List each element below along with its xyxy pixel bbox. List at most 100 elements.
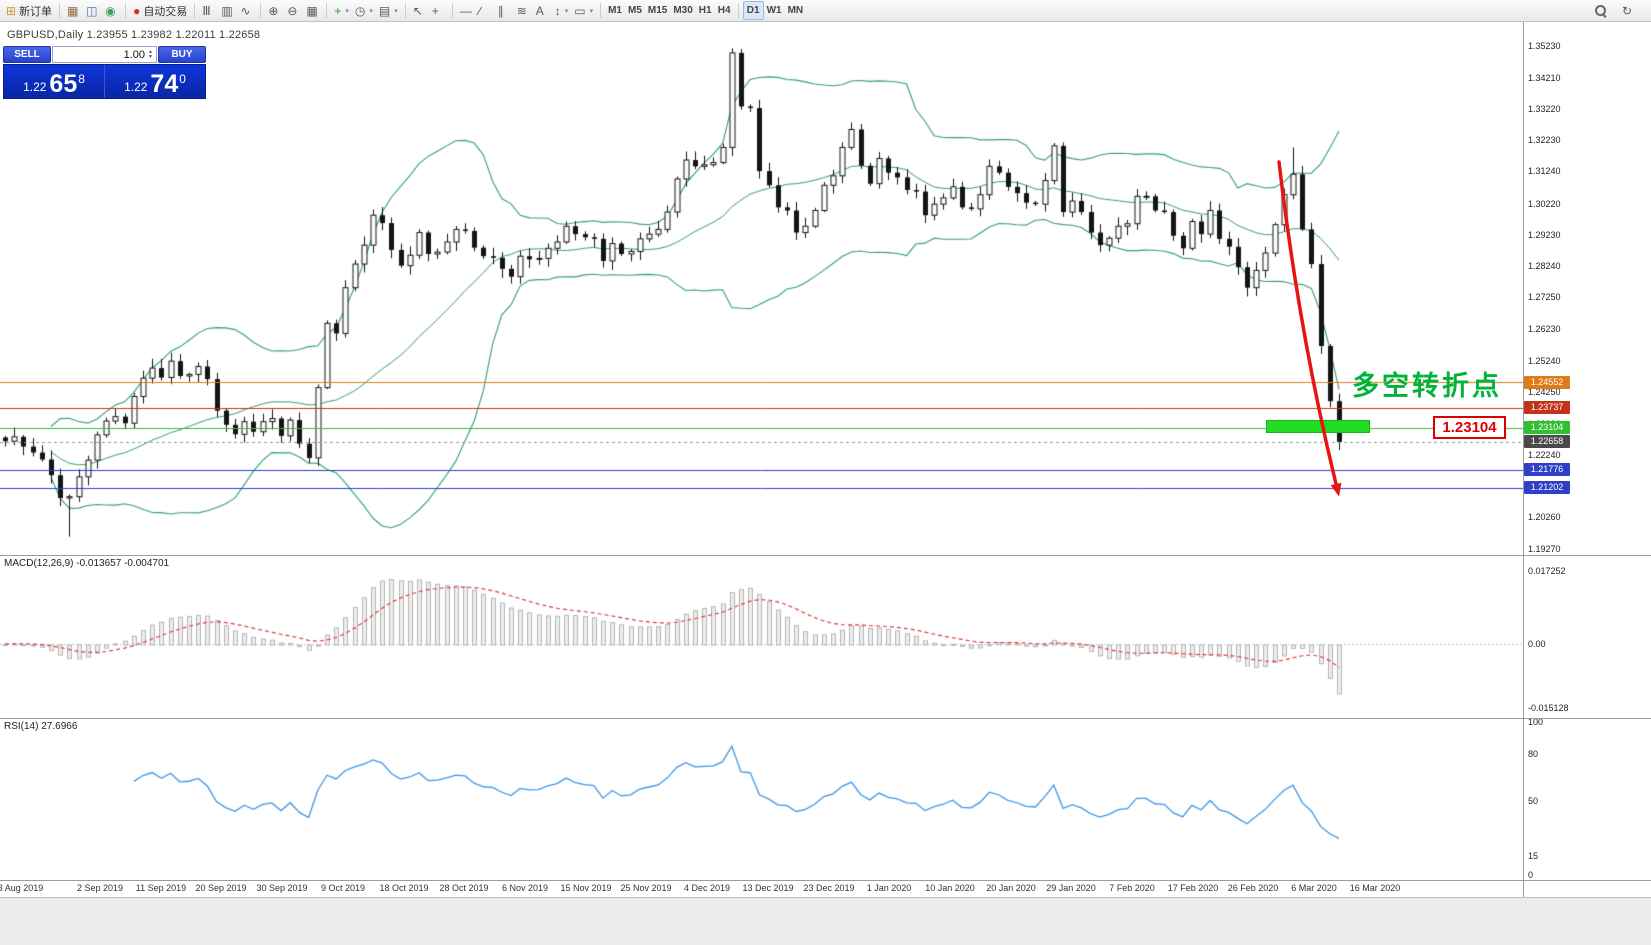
grid-icon: ▦ — [306, 3, 318, 18]
cycles-icon: ◷ — [354, 3, 366, 18]
shapes-button[interactable]: ▭ ▾ — [571, 1, 596, 20]
dropdown-arrow-icon: ▾ — [345, 7, 349, 15]
new-chart-icon: + — [334, 3, 342, 18]
toolbar-separator — [125, 3, 127, 18]
line-chart-icon: ∿ — [240, 3, 251, 18]
crosshair-button[interactable]: + — [429, 1, 448, 20]
buy-button[interactable]: BUY — [158, 46, 206, 63]
date-label: 2 Sep 2019 — [76, 883, 124, 893]
panel-separator[interactable] — [0, 718, 1651, 719]
timeframe-mn-label: MN — [787, 5, 804, 16]
bar-chart-icon: Ⅲ — [202, 3, 211, 18]
price-tag: 1.21776 — [1524, 463, 1570, 477]
date-label: 29 Jan 2020 — [1046, 883, 1096, 893]
timeframe-m15-label: M15 — [647, 5, 668, 16]
price-tick: 1.22240 — [1528, 450, 1561, 461]
crosshair-icon: + — [431, 3, 439, 18]
autotrading-button[interactable]: ● 自动交易 — [130, 1, 190, 20]
sell-button[interactable]: SELL — [3, 46, 51, 63]
timeframe-m5-label: M5 — [627, 5, 642, 16]
lot-increase-icon[interactable]: ▲ — [148, 48, 153, 55]
shapes-icon: ▭ — [574, 3, 586, 18]
toolbar-separator — [260, 3, 262, 18]
refresh-button[interactable]: ↻ — [1619, 1, 1638, 20]
text-button[interactable]: A — [533, 1, 552, 20]
price-tick: 1.31240 — [1528, 166, 1561, 177]
toolbar-separator — [326, 3, 328, 18]
candlestick-chart-icon: ▥ — [221, 3, 233, 18]
macd-label: MACD(12,26,9) -0.013657 -0.004701 — [4, 558, 170, 569]
new-order-button[interactable]: ⊞ 新订单 — [3, 1, 55, 20]
autotrading-label: 自动交易 — [143, 5, 188, 18]
zoom-in-button[interactable]: ⊕ — [265, 1, 284, 20]
price-tag: 1.21202 — [1524, 481, 1570, 495]
one-click-trading-panel: SELL 1.00 ▲ ▼ BUY 1.22 65 8 1.22 74 0 — [3, 46, 206, 99]
price-tag: 1.23737 — [1524, 401, 1570, 415]
lot-decrease-icon[interactable]: ▼ — [148, 53, 153, 60]
fibonacci-button[interactable]: ≋ — [514, 1, 533, 20]
timeframe-m1-label: M1 — [608, 5, 622, 16]
toolbar-right-group: ↻ — [1592, 1, 1648, 20]
price-chart-canvas[interactable] — [0, 22, 1523, 897]
zoom-out-button[interactable]: ⊖ — [284, 1, 303, 20]
timeframe-h1-button[interactable]: H1 — [696, 1, 715, 20]
cursor-button[interactable]: ↖ — [410, 1, 429, 20]
date-label: 23 Aug 2019 — [0, 883, 44, 893]
channel-icon: ∥ — [497, 3, 504, 18]
axis-separator — [1523, 22, 1524, 897]
price-tick: 1.24250 — [1528, 386, 1561, 397]
timeframe-mn-button[interactable]: MN — [785, 1, 807, 20]
price-tag: 1.22658 — [1524, 435, 1570, 449]
trendline-button[interactable]: ∕ — [476, 1, 495, 20]
timeframe-m5-button[interactable]: M5 — [625, 1, 645, 20]
price-tick: 1.27250 — [1528, 292, 1561, 303]
sell-price-big: 65 — [49, 70, 78, 98]
price-tick: 1.26230 — [1528, 324, 1561, 335]
sell-price[interactable]: 1.22 65 8 — [4, 65, 104, 98]
dropdown-arrow-icon: ▾ — [589, 7, 594, 15]
zoom-out-icon: ⊖ — [287, 3, 298, 18]
toolbar-separator — [451, 3, 453, 18]
horizontal-line-icon: — — [459, 3, 472, 18]
candlestick-chart-button[interactable]: ▥ — [218, 1, 237, 20]
arrows-button[interactable]: ↕ ▾ — [552, 1, 572, 20]
timeframe-w1-label: W1 — [766, 5, 782, 16]
lot-size-value: 1.00 — [123, 48, 146, 61]
price-callout-box: 1.23104 — [1433, 416, 1506, 439]
grid-button[interactable]: ▦ — [303, 1, 322, 20]
timeframe-w1-button[interactable]: W1 — [764, 1, 785, 20]
profiles-button[interactable]: ◫ — [83, 1, 102, 20]
horizontal-line-button[interactable]: — — [457, 1, 476, 20]
date-label: 13 Dec 2019 — [742, 883, 794, 893]
price-tick: 1.32230 — [1528, 135, 1561, 146]
support-zone-highlight — [1266, 420, 1370, 433]
channel-button[interactable]: ∥ — [495, 1, 514, 20]
bar-chart-button[interactable]: Ⅲ — [199, 1, 218, 20]
line-chart-button[interactable]: ∿ — [237, 1, 256, 20]
market-watch-button[interactable]: ◉ — [102, 1, 121, 20]
new-chart-button[interactable]: + ▾ — [331, 1, 352, 20]
charts-button[interactable]: ▦ — [64, 1, 83, 20]
price-tick: 1.33220 — [1528, 103, 1561, 114]
templates-button[interactable]: ▤ ▾ — [376, 1, 401, 20]
trendline-icon: ∕ — [478, 3, 481, 18]
search-button[interactable] — [1592, 1, 1611, 20]
panel-separator[interactable] — [0, 555, 1651, 556]
timeframe-m30-button[interactable]: M30 — [670, 1, 695, 20]
sell-price-head: 1.22 — [23, 80, 47, 94]
toolbar-separator — [194, 3, 196, 18]
toolbar-separator — [600, 3, 602, 18]
timeframe-m15-button[interactable]: M15 — [645, 1, 670, 20]
timeframe-d1-button[interactable]: D1 — [742, 1, 764, 20]
price-tick: 1.34210 — [1528, 72, 1561, 83]
timeframe-m1-button[interactable]: M1 — [605, 1, 625, 20]
date-label: 9 Oct 2019 — [320, 883, 366, 893]
cycles-button[interactable]: ◷ ▾ — [352, 1, 376, 20]
date-label: 1 Jan 2020 — [866, 883, 912, 893]
lot-size-input[interactable]: 1.00 ▲ ▼ — [52, 46, 157, 63]
dropdown-arrow-icon: ▾ — [394, 7, 398, 15]
timeframe-h4-button[interactable]: H4 — [715, 1, 734, 20]
new-order-label: 新订单 — [19, 5, 53, 18]
rsi-label: RSI(14) 27.6966 — [4, 721, 78, 732]
buy-price[interactable]: 1.22 74 0 — [104, 65, 205, 98]
